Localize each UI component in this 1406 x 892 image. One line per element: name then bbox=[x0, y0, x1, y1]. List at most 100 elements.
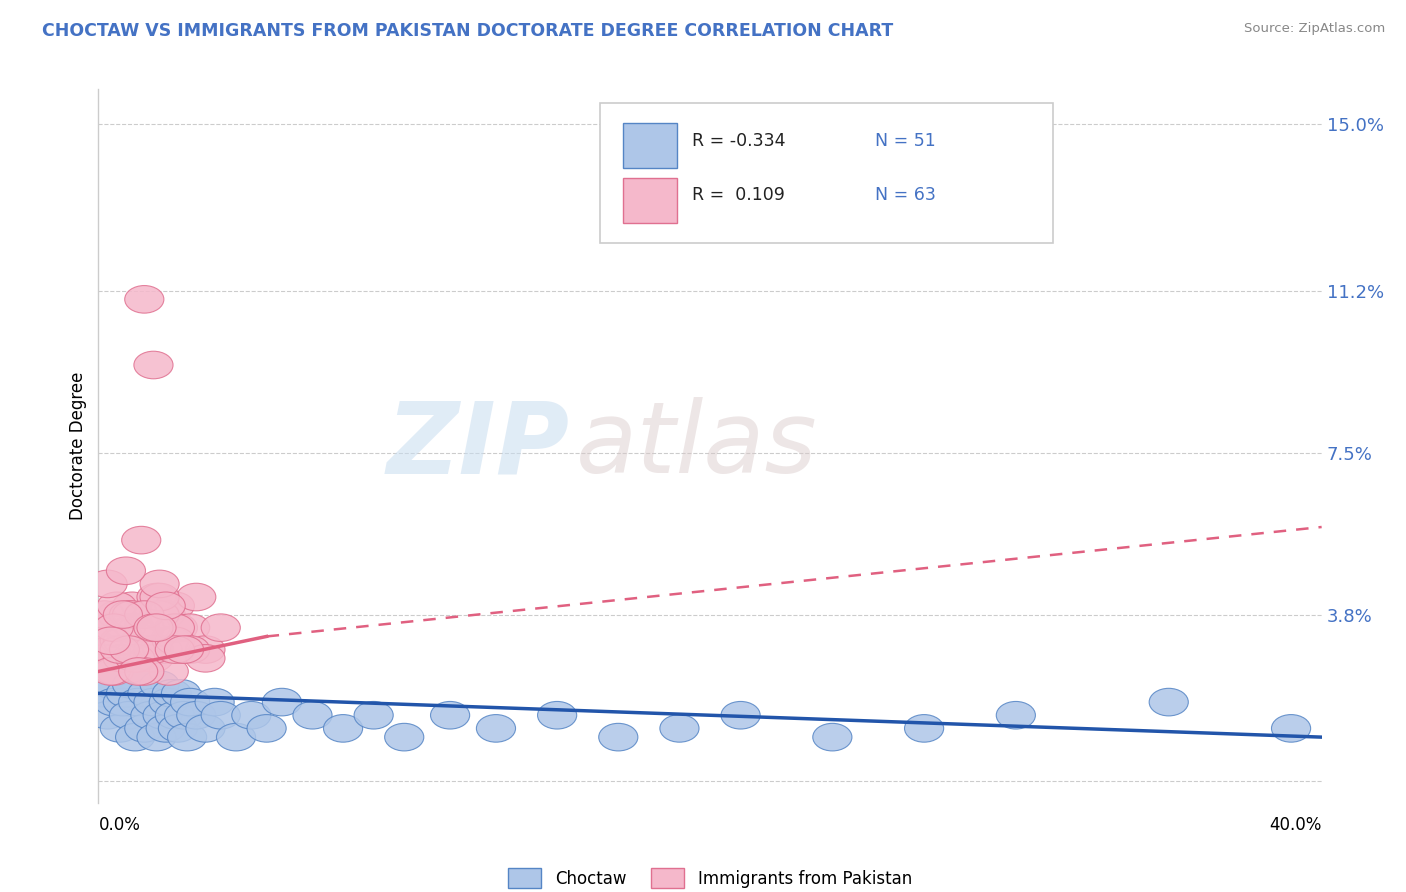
Ellipse shape bbox=[146, 600, 186, 628]
Ellipse shape bbox=[263, 689, 301, 716]
Ellipse shape bbox=[155, 627, 194, 655]
Ellipse shape bbox=[91, 657, 131, 685]
Text: 0.0%: 0.0% bbox=[98, 816, 141, 834]
Ellipse shape bbox=[125, 285, 165, 313]
Ellipse shape bbox=[91, 636, 131, 664]
Legend: Choctaw, Immigrants from Pakistan: Choctaw, Immigrants from Pakistan bbox=[502, 862, 918, 892]
Ellipse shape bbox=[115, 723, 155, 751]
Ellipse shape bbox=[170, 689, 209, 716]
Ellipse shape bbox=[131, 701, 170, 729]
Ellipse shape bbox=[146, 592, 186, 620]
Ellipse shape bbox=[170, 636, 209, 664]
Ellipse shape bbox=[201, 614, 240, 641]
Ellipse shape bbox=[721, 701, 761, 729]
Ellipse shape bbox=[131, 614, 170, 641]
Ellipse shape bbox=[141, 614, 179, 641]
FancyBboxPatch shape bbox=[600, 103, 1053, 243]
Ellipse shape bbox=[84, 600, 124, 628]
Ellipse shape bbox=[134, 614, 173, 641]
Ellipse shape bbox=[177, 583, 217, 611]
Ellipse shape bbox=[155, 636, 194, 664]
Y-axis label: Doctorate Degree: Doctorate Degree bbox=[69, 372, 87, 520]
Text: N = 51: N = 51 bbox=[875, 132, 936, 150]
Ellipse shape bbox=[247, 714, 287, 742]
Text: ZIP: ZIP bbox=[387, 398, 569, 494]
Text: CHOCTAW VS IMMIGRANTS FROM PAKISTAN DOCTORATE DEGREE CORRELATION CHART: CHOCTAW VS IMMIGRANTS FROM PAKISTAN DOCT… bbox=[42, 22, 893, 40]
Ellipse shape bbox=[103, 600, 142, 628]
Ellipse shape bbox=[141, 570, 179, 598]
Ellipse shape bbox=[103, 627, 142, 655]
Ellipse shape bbox=[125, 600, 165, 628]
Ellipse shape bbox=[136, 614, 176, 641]
Ellipse shape bbox=[134, 351, 173, 379]
Ellipse shape bbox=[122, 657, 160, 685]
Ellipse shape bbox=[110, 701, 149, 729]
Ellipse shape bbox=[141, 583, 179, 611]
Ellipse shape bbox=[430, 701, 470, 729]
Ellipse shape bbox=[97, 592, 136, 620]
Text: 40.0%: 40.0% bbox=[1270, 816, 1322, 834]
Ellipse shape bbox=[146, 714, 186, 742]
Ellipse shape bbox=[107, 680, 145, 707]
Ellipse shape bbox=[103, 645, 142, 672]
Text: Source: ZipAtlas.com: Source: ZipAtlas.com bbox=[1244, 22, 1385, 36]
Ellipse shape bbox=[997, 701, 1035, 729]
FancyBboxPatch shape bbox=[623, 123, 678, 169]
Ellipse shape bbox=[125, 600, 165, 628]
Ellipse shape bbox=[91, 627, 131, 655]
Ellipse shape bbox=[134, 645, 173, 672]
Ellipse shape bbox=[94, 614, 134, 641]
Ellipse shape bbox=[385, 723, 423, 751]
Ellipse shape bbox=[141, 600, 179, 628]
Ellipse shape bbox=[186, 645, 225, 672]
Ellipse shape bbox=[107, 557, 145, 584]
Ellipse shape bbox=[110, 600, 149, 628]
Text: atlas: atlas bbox=[575, 398, 817, 494]
Ellipse shape bbox=[186, 714, 225, 742]
Ellipse shape bbox=[217, 723, 256, 751]
Ellipse shape bbox=[170, 614, 209, 641]
Ellipse shape bbox=[354, 701, 394, 729]
Ellipse shape bbox=[115, 645, 155, 672]
Ellipse shape bbox=[103, 689, 142, 716]
Ellipse shape bbox=[134, 689, 173, 716]
Text: N = 63: N = 63 bbox=[875, 186, 936, 203]
Ellipse shape bbox=[152, 680, 191, 707]
Ellipse shape bbox=[97, 657, 136, 685]
Ellipse shape bbox=[100, 714, 139, 742]
Ellipse shape bbox=[136, 723, 176, 751]
Ellipse shape bbox=[149, 657, 188, 685]
Ellipse shape bbox=[159, 714, 197, 742]
Ellipse shape bbox=[89, 570, 127, 598]
Ellipse shape bbox=[136, 583, 176, 611]
Ellipse shape bbox=[323, 714, 363, 742]
Ellipse shape bbox=[292, 701, 332, 729]
Ellipse shape bbox=[141, 671, 179, 698]
Ellipse shape bbox=[143, 636, 183, 664]
Ellipse shape bbox=[97, 600, 136, 628]
Ellipse shape bbox=[84, 645, 124, 672]
Ellipse shape bbox=[904, 714, 943, 742]
Ellipse shape bbox=[162, 680, 201, 707]
Ellipse shape bbox=[813, 723, 852, 751]
Ellipse shape bbox=[128, 680, 167, 707]
Ellipse shape bbox=[165, 636, 204, 664]
Ellipse shape bbox=[177, 701, 217, 729]
Ellipse shape bbox=[143, 701, 183, 729]
Ellipse shape bbox=[118, 689, 157, 716]
Ellipse shape bbox=[100, 636, 139, 664]
Ellipse shape bbox=[599, 723, 638, 751]
Ellipse shape bbox=[1149, 689, 1188, 716]
Text: R =  0.109: R = 0.109 bbox=[692, 186, 785, 203]
Ellipse shape bbox=[112, 592, 152, 620]
Ellipse shape bbox=[155, 614, 194, 641]
Ellipse shape bbox=[201, 701, 240, 729]
Ellipse shape bbox=[112, 600, 152, 628]
Ellipse shape bbox=[167, 723, 207, 751]
Ellipse shape bbox=[195, 689, 235, 716]
Ellipse shape bbox=[134, 636, 173, 664]
Ellipse shape bbox=[115, 614, 155, 641]
Ellipse shape bbox=[94, 657, 134, 685]
Ellipse shape bbox=[122, 627, 160, 655]
Ellipse shape bbox=[82, 627, 121, 655]
